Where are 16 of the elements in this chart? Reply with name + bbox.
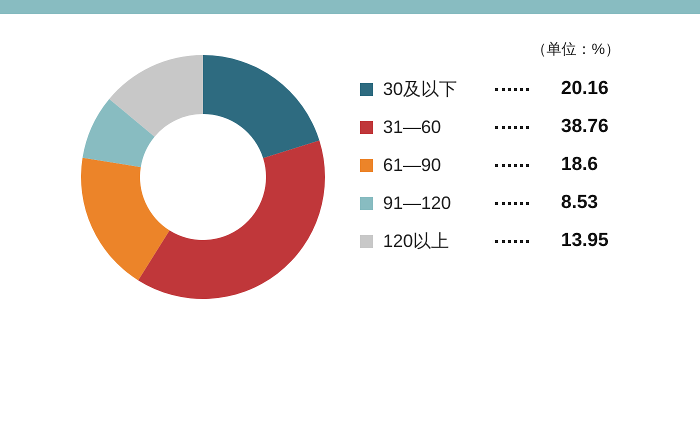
donut-slice — [203, 55, 320, 158]
legend-label: 120以上 — [383, 230, 450, 253]
donut-slice — [82, 98, 155, 168]
legend-label: 61—90 — [383, 154, 442, 176]
data-label: 38.76 — [561, 116, 609, 138]
data-label: 20.16 — [561, 78, 609, 100]
legend-label: 91—120 — [383, 192, 452, 214]
legend-title: （单位：%） — [530, 40, 620, 60]
data-label: 18.6 — [561, 154, 598, 176]
data-label: 13.95 — [561, 230, 609, 252]
legend-label: 30及以下 — [383, 78, 458, 101]
donut-slice — [109, 55, 203, 137]
donut-slice — [81, 158, 170, 280]
legend-label: 31—60 — [383, 116, 442, 138]
data-label: 8.53 — [561, 192, 598, 214]
donut-slice — [138, 140, 325, 299]
